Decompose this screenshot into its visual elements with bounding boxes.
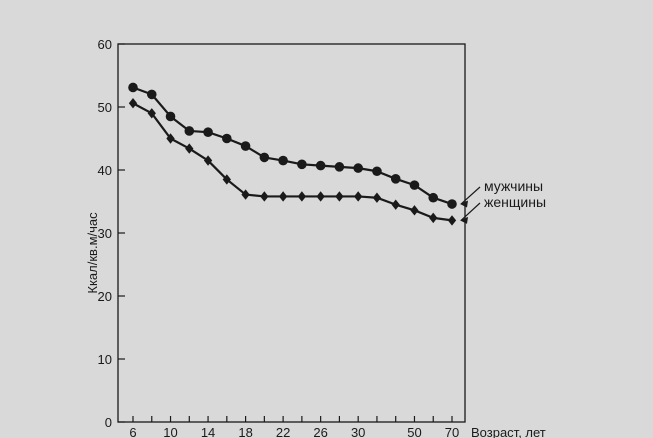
data-point bbox=[185, 143, 194, 154]
chart-series bbox=[128, 82, 457, 226]
y-tick-label: 40 bbox=[98, 163, 112, 178]
data-point bbox=[222, 133, 232, 144]
data-point bbox=[372, 166, 382, 177]
data-point bbox=[447, 199, 457, 209]
x-tick-label: 10 bbox=[163, 425, 177, 438]
series-women bbox=[128, 98, 457, 226]
x-axis-ticks: 6 10 14 18 22 26 30 50 70 bbox=[129, 416, 459, 438]
legend-label: женщины bbox=[484, 194, 546, 210]
y-tick-label: 60 bbox=[98, 37, 112, 52]
data-point bbox=[128, 98, 138, 109]
data-point bbox=[147, 108, 156, 119]
y-tick-label: 30 bbox=[98, 226, 112, 241]
data-point bbox=[259, 152, 270, 163]
legend-arrowhead bbox=[460, 216, 468, 224]
data-point bbox=[278, 155, 288, 166]
data-point bbox=[409, 180, 420, 190]
x-tick-label: 26 bbox=[313, 425, 327, 438]
y-tick-label: 0 bbox=[105, 415, 112, 430]
data-point bbox=[410, 205, 419, 216]
data-point bbox=[241, 189, 250, 200]
plot-frame bbox=[117, 43, 466, 423]
data-point bbox=[146, 89, 157, 100]
x-tick-label: 14 bbox=[201, 425, 215, 438]
legend-label: мужчины bbox=[484, 178, 543, 194]
data-point bbox=[334, 162, 345, 172]
data-point bbox=[391, 199, 400, 210]
y-axis-ticks: 0 10 20 30 40 50 60 bbox=[98, 37, 125, 430]
y-tick-label: 50 bbox=[98, 100, 112, 115]
data-point bbox=[128, 82, 138, 93]
x-tick-label: 30 bbox=[351, 425, 365, 438]
data-point bbox=[165, 111, 176, 122]
data-point bbox=[222, 174, 231, 185]
x-tick-label: 6 bbox=[129, 425, 136, 438]
data-point bbox=[184, 126, 195, 136]
data-point bbox=[354, 191, 363, 202]
legend-arrowhead bbox=[460, 200, 468, 208]
data-point bbox=[260, 191, 269, 202]
data-point bbox=[447, 215, 457, 226]
x-tick-label: 70 bbox=[445, 425, 459, 438]
y-axis-label: Ккал/кв.м/час bbox=[85, 212, 100, 294]
data-point bbox=[335, 191, 344, 202]
series-men bbox=[128, 82, 457, 209]
data-point bbox=[297, 191, 307, 202]
data-point bbox=[278, 191, 288, 202]
legend-leader-line bbox=[460, 186, 481, 205]
x-tick-label: 50 bbox=[407, 425, 421, 438]
series-line bbox=[132, 86, 453, 206]
legend-leader-line bbox=[460, 202, 481, 221]
x-axis-label: Возраст, лет bbox=[471, 425, 546, 438]
data-point bbox=[390, 174, 401, 184]
data-point bbox=[203, 127, 213, 137]
data-point bbox=[428, 192, 439, 203]
y-tick-label: 10 bbox=[98, 352, 112, 367]
data-point bbox=[297, 159, 307, 170]
data-point bbox=[240, 141, 251, 151]
data-point bbox=[372, 192, 382, 203]
chart-axes bbox=[117, 43, 466, 423]
x-tick-label: 22 bbox=[276, 425, 290, 438]
data-point bbox=[429, 212, 438, 224]
y-tick-label: 20 bbox=[98, 289, 112, 304]
data-point bbox=[203, 155, 213, 166]
data-point bbox=[166, 133, 175, 144]
data-point bbox=[316, 191, 325, 202]
data-point bbox=[353, 163, 363, 173]
x-tick-label: 18 bbox=[238, 425, 252, 438]
data-point bbox=[315, 160, 326, 171]
